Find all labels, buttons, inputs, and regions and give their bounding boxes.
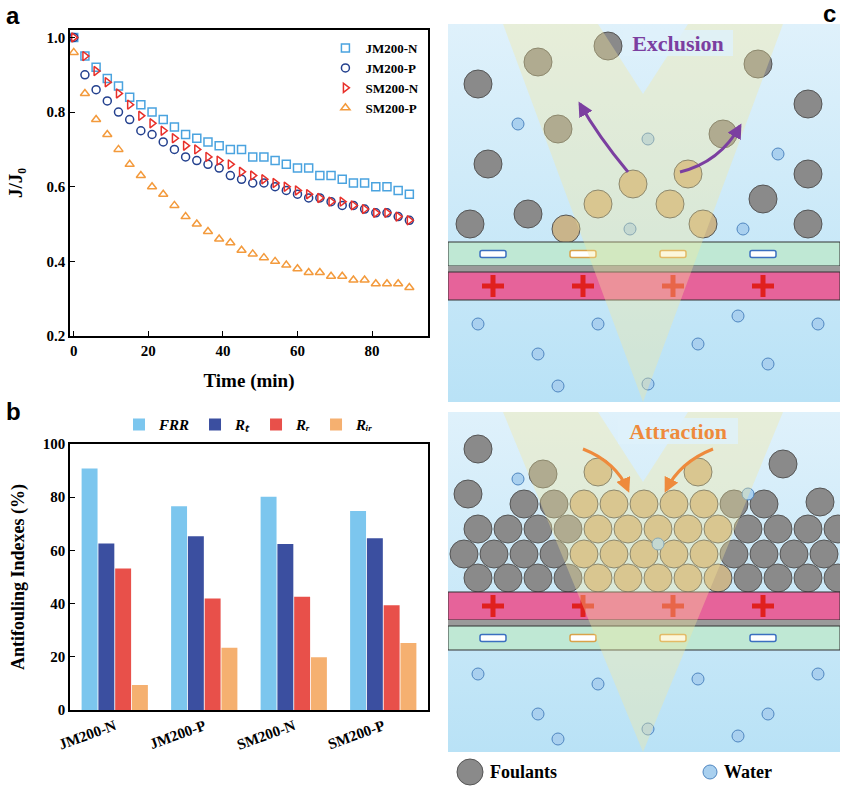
svg-text:JM200-P: JM200-P (365, 61, 416, 76)
svg-text:Exclusion: Exclusion (632, 31, 724, 56)
html-text:b: b (6, 398, 21, 425)
svg-text:Rᵣ: Rᵣ (295, 417, 310, 433)
svg-text:0.4: 0.4 (47, 254, 66, 270)
svg-text:80: 80 (365, 343, 380, 359)
svg-text:Time (min): Time (min) (204, 370, 295, 392)
svg-text:0: 0 (58, 702, 66, 718)
svg-text:Water: Water (724, 762, 772, 782)
svg-text:SM200-N: SM200-N (235, 717, 298, 753)
html-text:a: a (6, 2, 20, 29)
svg-text:Foulants: Foulants (490, 762, 557, 782)
svg-text:JM200-N: JM200-N (365, 41, 418, 56)
svg-text:SM200-P: SM200-P (326, 717, 387, 752)
svg-text:100: 100 (43, 436, 66, 452)
svg-text:0.6: 0.6 (47, 179, 66, 195)
svg-text:Attraction: Attraction (629, 419, 727, 444)
svg-text:0.2: 0.2 (47, 328, 66, 344)
svg-text:JM200-N: JM200-N (56, 717, 118, 753)
svg-text:Rᵢᵣ: Rᵢᵣ (355, 417, 373, 433)
svg-text:JM200-P: JM200-P (148, 717, 208, 752)
svg-text:Rₜ: Rₜ (234, 417, 250, 433)
svg-text:20: 20 (50, 649, 65, 665)
svg-text:FRR: FRR (158, 417, 189, 433)
svg-text:40: 40 (215, 343, 230, 359)
svg-text:0: 0 (70, 343, 78, 359)
svg-text:60: 60 (290, 343, 305, 359)
svg-text:Antifouling Indexes (%): Antifouling Indexes (%) (8, 484, 29, 670)
svg-text:SM200-N: SM200-N (365, 81, 418, 96)
svg-text:20: 20 (141, 343, 156, 359)
svg-text:SM200-P: SM200-P (365, 101, 416, 116)
svg-text:0.8: 0.8 (47, 104, 66, 120)
svg-text:60: 60 (50, 543, 65, 559)
svg-text:J/J₀: J/J₀ (5, 168, 26, 198)
svg-text:80: 80 (50, 489, 65, 505)
svg-text:40: 40 (50, 596, 65, 612)
svg-text:1.0: 1.0 (47, 30, 66, 46)
html-text:c: c (823, 0, 837, 27)
